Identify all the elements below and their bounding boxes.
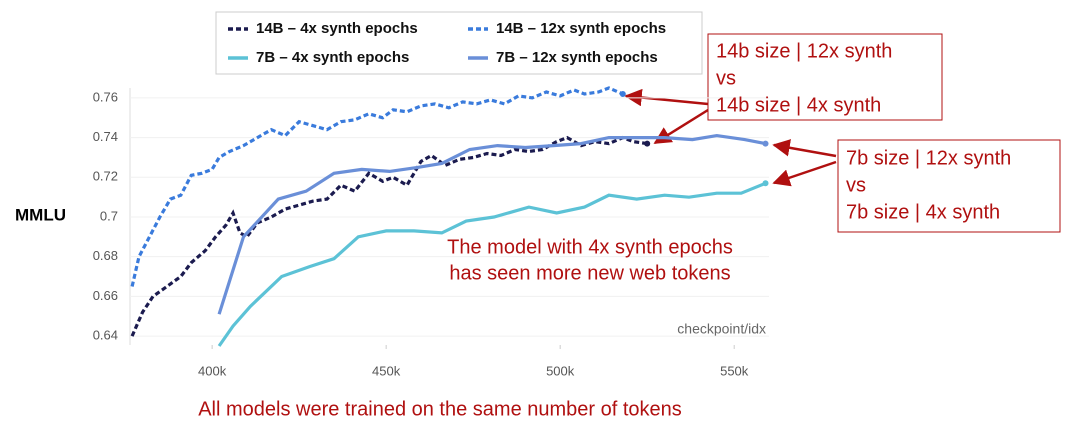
x-tick-label: 550k — [720, 363, 749, 378]
y-tick-label: 0.76 — [93, 89, 118, 104]
y-tick-label: 0.68 — [93, 248, 118, 263]
y-tick-label: 0.74 — [93, 129, 118, 144]
callout-text: 14b size | 4x synth — [716, 94, 881, 116]
arrow — [772, 139, 837, 158]
callout-text: 14b size | 12x synth — [716, 40, 892, 62]
legend-box — [215, 11, 703, 75]
legend-label: 14B – 4x synth epochs — [256, 20, 418, 37]
x-tick-label: 450k — [372, 363, 401, 378]
arrow — [772, 160, 837, 187]
legend-label: 14B – 12x synth epochs — [496, 20, 666, 37]
y-tick-label: 0.7 — [100, 208, 118, 223]
y-tick-label: 0.66 — [93, 288, 118, 303]
callout-text: vs — [716, 67, 736, 89]
callout-box — [707, 33, 943, 121]
arrow — [624, 88, 709, 107]
legend-label: 7B – 12x synth epochs — [496, 49, 658, 66]
end-point — [619, 90, 626, 97]
x-tick-label: 500k — [546, 363, 575, 378]
callout-text: vs — [846, 174, 866, 196]
series-line — [130, 135, 648, 337]
callout-text: 7b size | 4x synth — [846, 201, 1000, 223]
end-point — [644, 140, 651, 147]
note-text: The model with 4x synth epochs — [447, 236, 733, 258]
y-tick-label: 0.72 — [93, 169, 118, 184]
end-point — [762, 140, 769, 147]
x-tick-label: 400k — [198, 363, 227, 378]
caption: All models were trained on the same numb… — [198, 398, 682, 420]
legend-label: 7B – 4x synth epochs — [256, 49, 409, 66]
y-tick-label: 0.64 — [93, 328, 118, 343]
x-axis-label: checkpoint/idx — [677, 321, 766, 337]
callout-box — [837, 139, 1061, 233]
note-text: has seen more new web tokens — [449, 262, 730, 284]
end-point — [762, 180, 769, 187]
series-line — [217, 181, 767, 347]
series-line — [130, 86, 624, 287]
y-axis-label: MMLU — [15, 205, 66, 224]
series-line — [217, 133, 766, 315]
callout-text: 7b size | 12x synth — [846, 147, 1011, 169]
